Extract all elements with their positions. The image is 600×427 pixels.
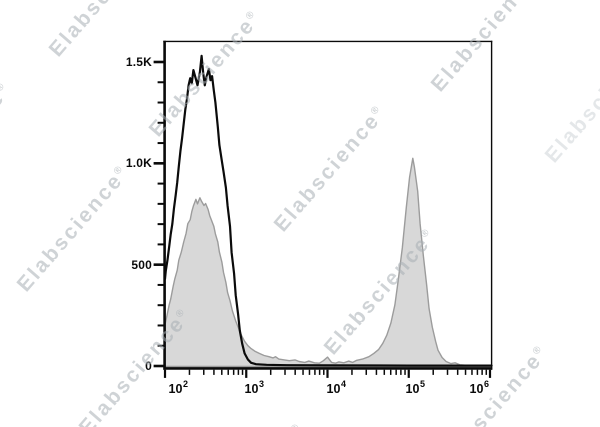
x-tick-label: 104: [326, 379, 346, 397]
y-tick-label: 500: [131, 257, 152, 272]
y-tick-label: 1.0K: [125, 156, 152, 171]
x-tick-exponent: 5: [419, 379, 425, 389]
open-black-histogram: [163, 54, 493, 367]
x-tick-exponent: 6: [483, 379, 489, 389]
x-tick-exponent: 3: [258, 379, 264, 389]
y-tick-label: 0: [145, 359, 152, 373]
x-tick-base: 10: [244, 382, 259, 397]
x-tick-base: 10: [168, 382, 183, 397]
y-tick-label: 1.5K: [125, 54, 152, 69]
x-tick-label: 106: [469, 379, 489, 397]
x-tick-base: 10: [405, 382, 420, 397]
x-tick-base: 10: [469, 382, 484, 397]
x-tick-label: 102: [168, 379, 188, 397]
x-tick-exponent: 4: [340, 379, 346, 389]
x-tick-exponent: 2: [182, 379, 188, 389]
x-tick-base: 10: [326, 382, 341, 397]
x-tick-label: 105: [405, 379, 425, 397]
gray-filled-histogram: [164, 157, 493, 368]
x-tick-label: 103: [244, 379, 264, 397]
